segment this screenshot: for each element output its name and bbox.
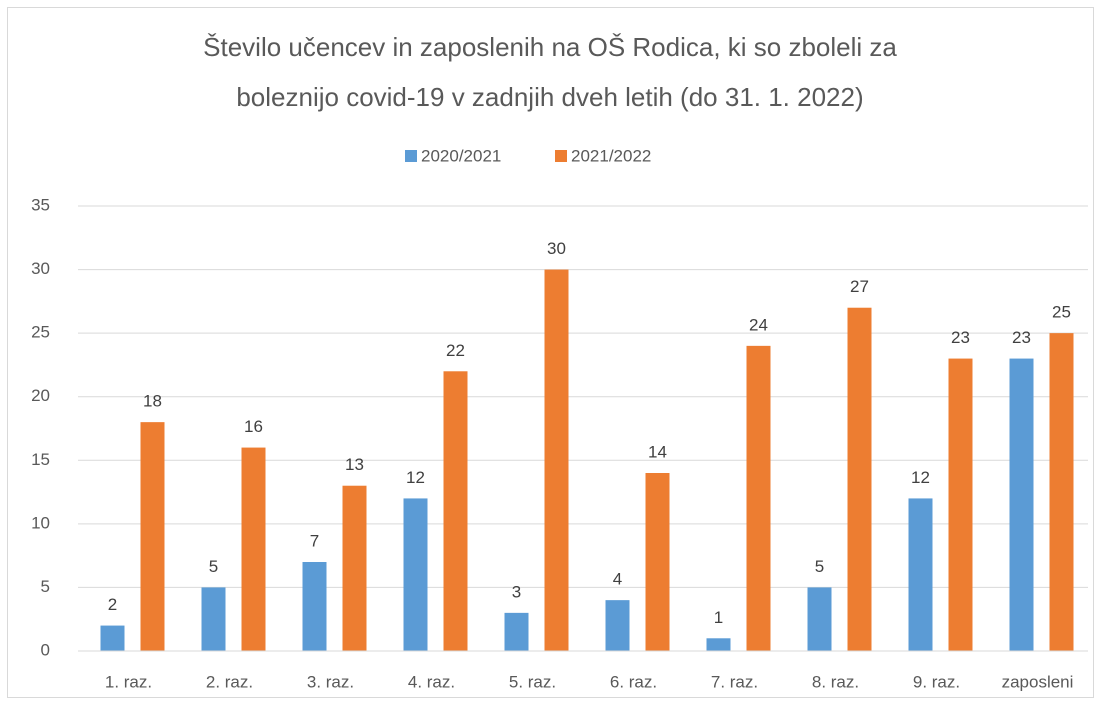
value-label: 4 [613,570,622,589]
value-label: 23 [951,328,970,347]
chart-title: Število učencev in zaposlenih na OŠ Rodi… [203,32,897,62]
value-label: 22 [446,341,465,360]
bar [1049,333,1074,651]
value-label: 27 [850,277,869,296]
x-tick-label: 9. raz. [913,672,960,691]
value-label: 1 [714,608,723,627]
bar [746,345,771,651]
legend-label: 2021/2022 [571,146,651,165]
y-tick-label: 20 [31,386,50,405]
value-label: 25 [1052,303,1071,322]
value-label: 12 [406,468,425,487]
value-label: 14 [648,442,667,461]
x-tick-label: 7. raz. [711,672,758,691]
x-tick-label: zaposleni [1002,672,1074,691]
bar [443,371,468,651]
value-label: 5 [815,557,824,576]
bar [241,447,266,651]
y-tick-label: 30 [31,259,50,278]
bar [948,358,973,651]
x-tick-label: 3. raz. [307,672,354,691]
bar [645,473,670,651]
value-label: 7 [310,531,319,550]
bar [201,587,226,651]
x-tick-label: 8. raz. [812,672,859,691]
bar [706,638,731,651]
y-tick-label: 10 [31,513,50,532]
x-tick-label: 4. raz. [408,672,455,691]
value-label: 13 [345,455,364,474]
value-label: 3 [512,582,521,601]
bar [100,625,125,651]
y-tick-label: 5 [41,577,50,596]
value-label: 18 [143,392,162,411]
bar [908,498,933,651]
chart-title: boleznijo covid-19 v zadnjih dveh letih … [236,82,863,112]
bar [302,562,327,651]
legend-swatch [555,150,567,162]
bar [847,307,872,651]
bar [504,612,529,651]
value-label: 12 [911,468,930,487]
y-tick-label: 35 [31,195,50,214]
bar [544,269,569,651]
x-tick-label: 1. raz. [105,672,152,691]
x-tick-label: 2. raz. [206,672,253,691]
y-tick-label: 15 [31,450,50,469]
value-label: 16 [244,417,263,436]
value-label: 2 [108,595,117,614]
y-tick-label: 0 [41,640,50,659]
bar [605,600,630,651]
bar [140,422,165,651]
value-label: 23 [1012,328,1031,347]
bar [1009,358,1034,651]
value-label: 30 [547,239,566,258]
bar [342,485,367,651]
x-tick-label: 6. raz. [610,672,657,691]
legend-swatch [405,150,417,162]
bar [807,587,832,651]
y-tick-label: 25 [31,323,50,342]
value-label: 24 [749,315,768,334]
legend-label: 2020/2021 [421,146,501,165]
x-tick-label: 5. raz. [509,672,556,691]
value-label: 5 [209,557,218,576]
bar [403,498,428,651]
